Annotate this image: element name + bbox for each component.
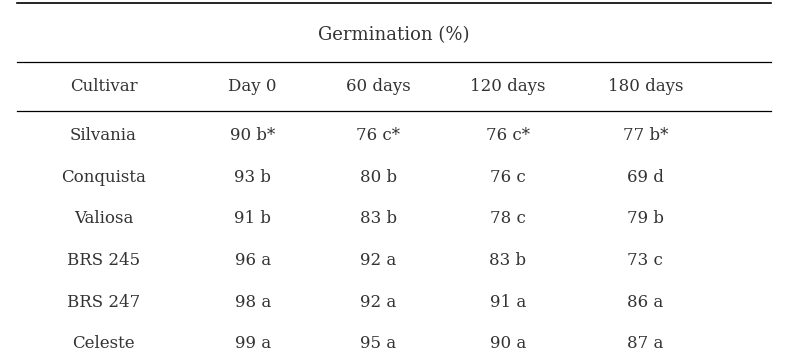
Text: Cultivar: Cultivar <box>69 78 137 95</box>
Text: 95 a: 95 a <box>360 335 396 353</box>
Text: 92 a: 92 a <box>360 252 396 269</box>
Text: 180 days: 180 days <box>608 78 683 95</box>
Text: 90 b*: 90 b* <box>230 127 275 144</box>
Text: 83 b: 83 b <box>489 252 526 269</box>
Text: 73 c: 73 c <box>627 252 663 269</box>
Text: 77 b*: 77 b* <box>623 127 668 144</box>
Text: 76 c*: 76 c* <box>486 127 530 144</box>
Text: 76 c: 76 c <box>490 169 526 186</box>
Text: Day 0: Day 0 <box>229 78 277 95</box>
Text: 60 days: 60 days <box>346 78 411 95</box>
Text: BRS 245: BRS 245 <box>67 252 140 269</box>
Text: 80 b: 80 b <box>360 169 397 186</box>
Text: 86 a: 86 a <box>627 294 663 311</box>
Text: 93 b: 93 b <box>234 169 271 186</box>
Text: 69 d: 69 d <box>626 169 663 186</box>
Text: 98 a: 98 a <box>235 294 271 311</box>
Text: 90 a: 90 a <box>489 335 526 353</box>
Text: BRS 247: BRS 247 <box>67 294 140 311</box>
Text: 78 c: 78 c <box>490 210 526 227</box>
Text: 91 b: 91 b <box>234 210 271 227</box>
Text: 87 a: 87 a <box>627 335 663 353</box>
Text: 99 a: 99 a <box>235 335 271 353</box>
Text: 96 a: 96 a <box>235 252 271 269</box>
Text: Celeste: Celeste <box>72 335 135 353</box>
Text: 76 c*: 76 c* <box>356 127 400 144</box>
Text: 83 b: 83 b <box>360 210 397 227</box>
Text: 120 days: 120 days <box>470 78 545 95</box>
Text: Valiosa: Valiosa <box>74 210 133 227</box>
Text: Conquista: Conquista <box>61 169 146 186</box>
Text: Germination (%): Germination (%) <box>318 26 470 44</box>
Text: 79 b: 79 b <box>626 210 663 227</box>
Text: 92 a: 92 a <box>360 294 396 311</box>
Text: Silvania: Silvania <box>70 127 137 144</box>
Text: 91 a: 91 a <box>489 294 526 311</box>
